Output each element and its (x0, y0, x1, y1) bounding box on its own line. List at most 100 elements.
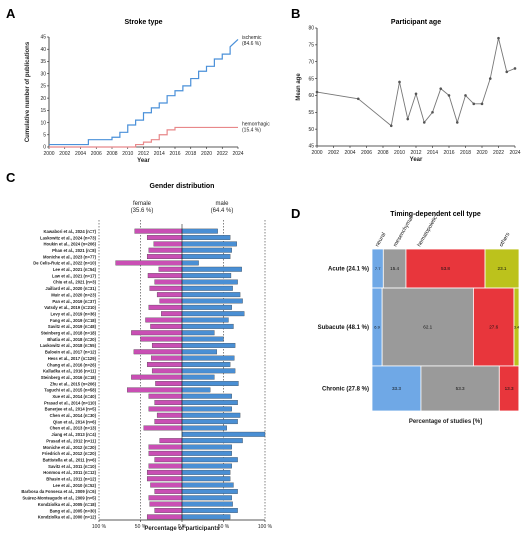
y-axis-label: Cumulative number of publications (25, 41, 31, 142)
male-header: male (215, 201, 229, 207)
female-bar (134, 228, 183, 234)
male-bar (181, 469, 231, 475)
y-tick-label: 60 (308, 93, 314, 99)
age-point (472, 102, 476, 106)
age-line (316, 38, 516, 127)
female-bar (148, 304, 183, 310)
y-tick-label: 50 (308, 127, 314, 133)
x-tick-label: 2002 (328, 150, 339, 156)
age-point (398, 80, 401, 84)
age-point (431, 110, 434, 114)
age-point (513, 67, 517, 70)
x-axis-label: Percentage of studies [%] (409, 419, 482, 425)
x-tick-label: 2010 (122, 151, 133, 157)
study-label: Chiu et al., 2021 (n=3) (53, 280, 97, 285)
study-label: De Celis-Ruiz et al., 2022 (n=10) (33, 261, 96, 266)
row-label: Subacute (48.1 %) (318, 325, 369, 331)
timing-cell-type-chart: Timing-dependent cell type neural mesenchy… (318, 211, 520, 425)
study-label: Bhatia et al., 2018 (n=20) (47, 337, 96, 342)
study-label: Lee et al., 2021 (n=54) (53, 267, 97, 272)
mosaic-cell (420, 365, 500, 412)
male-bar (181, 400, 238, 406)
female-bar (127, 387, 183, 393)
male-bar (181, 514, 231, 520)
y-tick-label: 55 (308, 110, 314, 116)
x-tick-label: 2000 (311, 150, 322, 156)
x-tick-label: 2010 (394, 150, 405, 156)
study-label: Chen et al., 2014 (n=30) (50, 413, 97, 418)
gender-distribution-chart: Gender distribution female(35.6 %) male(64… (21, 183, 272, 532)
y-tick-label: 5 (43, 132, 46, 138)
study-label: Suárez-Monteagudo et al., 2009 (n=5) (22, 496, 96, 501)
stroke-type-chart: Stroke type 0 5 10 15 20 25 30 35 40 45 2000 2002 200… (25, 19, 270, 164)
series-line-hemorrhagic (49, 126, 238, 148)
female-bar (146, 254, 183, 260)
x-tick-label: 2012 (410, 150, 421, 156)
male-bar (181, 285, 233, 291)
male-bar (181, 228, 218, 234)
y-tick-label: 15 (40, 108, 46, 114)
male-bar (181, 362, 231, 367)
male-bar (181, 349, 218, 355)
female-bar (154, 400, 183, 406)
study-label: Kondziolka et al., 2005 (n=18) (38, 502, 97, 507)
male-bar (181, 393, 232, 399)
x-tick-label: 2008 (106, 151, 117, 157)
female-bar (148, 450, 183, 456)
cell-value: 15.4 (390, 266, 399, 271)
male-bar (181, 254, 231, 260)
study-label: Taguchi et al., 2015 (n=58) (44, 388, 96, 393)
participant-age-chart: Participant age 45 50 55 60 65 70 75 80 2000 2002 2… (296, 19, 521, 163)
male-bar (181, 412, 241, 418)
x-tick-label: 2000 (43, 151, 54, 157)
female-bar (146, 469, 183, 475)
male-bar (181, 488, 238, 494)
chart-title: Timing-dependent cell type (390, 211, 481, 218)
series-annotation: (15.4 %) (242, 127, 261, 133)
x-tick-label: 2014 (154, 151, 165, 157)
female-bar (156, 292, 183, 298)
cell-value: 13.3 (505, 386, 514, 391)
y-tick-label: 75 (308, 43, 314, 49)
female-bar (154, 508, 183, 513)
mosaic-cell (381, 287, 474, 367)
male-bar (181, 336, 224, 342)
age-point (455, 121, 459, 124)
study-label: Prasad et al., 2012 (n=11) (46, 438, 96, 443)
female-bar (143, 425, 183, 431)
study-label: Qiao et al., 2014 (n=6) (53, 419, 97, 424)
cell-value: 62.1 (423, 325, 432, 330)
series-annotation: (84.6 %) (242, 41, 261, 47)
female-bar (154, 457, 183, 463)
female-bar (159, 298, 183, 304)
male-bar (181, 463, 232, 469)
y-tick-label: 20 (40, 96, 46, 102)
age-point (356, 97, 360, 101)
study-label: Jaillard et al., 2020 (n=31) (45, 286, 96, 291)
mosaic-cell (484, 248, 520, 289)
age-point (315, 90, 319, 94)
x-tick-label: 2008 (377, 150, 388, 156)
x-tick-label: 2016 (169, 151, 180, 157)
row-label: Chronic (27.8 %) (322, 386, 369, 392)
y-tick-label: 25 (40, 84, 46, 90)
male-bar (181, 241, 237, 247)
age-point (439, 87, 443, 90)
male-bar (181, 273, 232, 279)
cell-value: 23.1 (498, 266, 507, 271)
study-label: Steinberg et al., 2018 (n=18) (41, 331, 97, 336)
study-label: Battistella et al., 2011 (n=6) (43, 457, 97, 462)
column-label-neural: neural (375, 232, 388, 248)
male-bar (181, 311, 245, 317)
study-label: Friedrich et al., 2012 (n=20) (42, 451, 96, 456)
female-bar (147, 273, 183, 279)
x-tick-label: 2004 (344, 150, 355, 156)
x-tick-label: 2020 (201, 151, 212, 157)
y-tick-label: 70 (308, 59, 314, 65)
female-bar (146, 362, 183, 367)
female-bar (154, 279, 183, 285)
panel-letter-d: D (291, 206, 300, 221)
y-tick-label: 80 (308, 26, 314, 32)
male-bar (181, 355, 235, 361)
male-bar (181, 501, 233, 507)
